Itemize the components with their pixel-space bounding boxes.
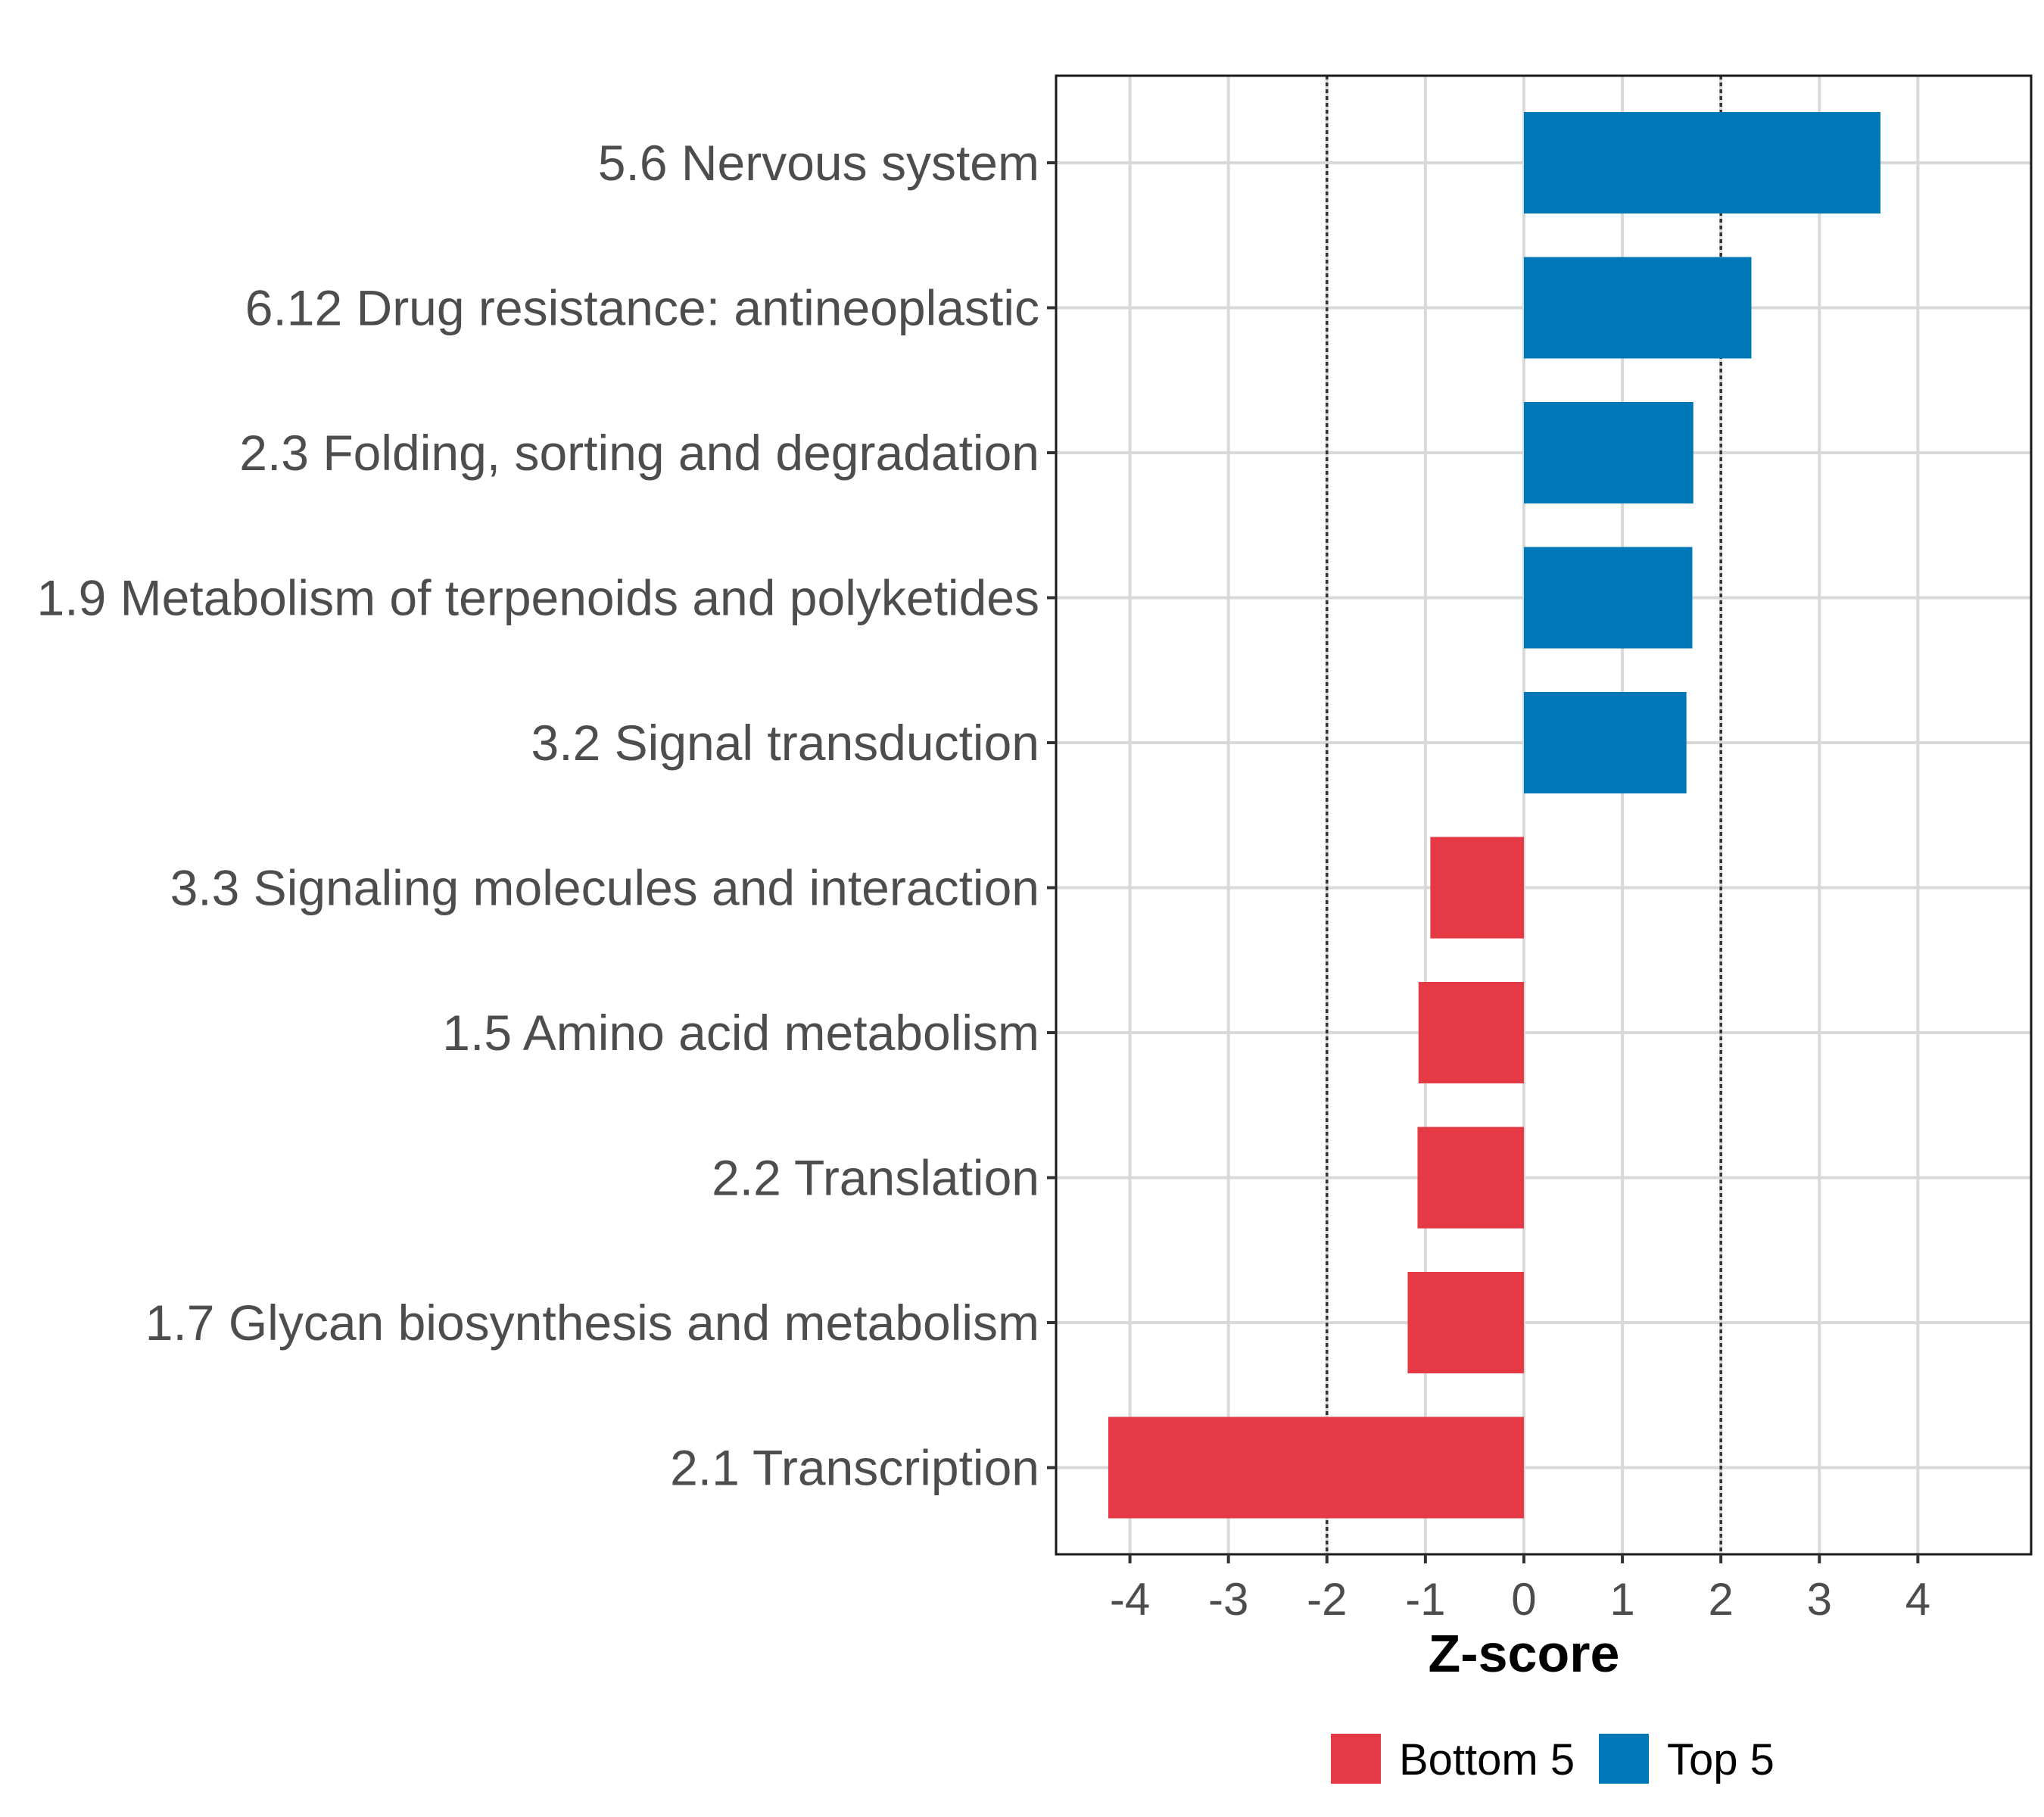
x-tick-label: -4 [1110,1574,1150,1625]
x-ticks: -4 -3 -2 -1 0 1 2 3 4 [1110,1554,1930,1625]
y-ticks: 5.6 Nervous system 6.12 Drug resistance: … [37,135,1056,1496]
x-tick-label: 2 [1708,1574,1733,1625]
bar [1108,1417,1524,1519]
category-label: 2.1 Transcription [670,1440,1039,1496]
bar [1430,837,1524,939]
bar [1407,1272,1524,1373]
x-tick-label: -2 [1307,1574,1347,1625]
legend: Bottom 5 Top 5 [1331,1734,1774,1784]
bar [1523,547,1693,649]
category-label: 6.12 Drug resistance: antineoplastic [245,280,1039,336]
bar [1418,982,1524,1083]
x-tick-label: -1 [1405,1574,1445,1625]
x-tick-label: 1 [1609,1574,1634,1625]
bar [1523,257,1752,359]
category-label: 2.2 Translation [712,1150,1039,1206]
legend-key [1599,1734,1649,1784]
category-label: 1.9 Metabolism of terpenoids and polyket… [37,570,1039,626]
plot-border [1055,74,2033,1556]
bar [1523,112,1880,213]
bar [1523,692,1687,793]
x-tick-label: 4 [1905,1574,1930,1625]
x-tick-label: 3 [1807,1574,1832,1625]
bars [1108,112,1880,1519]
bar [1417,1127,1524,1229]
category-label: 1.7 Glycan biosynthesis and metabolism [145,1295,1039,1351]
category-label: 2.3 Folding, sorting and degradation [239,425,1039,481]
category-label: 5.6 Nervous system [598,135,1039,191]
x-tick-label: 0 [1511,1574,1536,1625]
category-label: 3.2 Signal transduction [531,715,1039,771]
x-axis-title: Z-score [1429,1624,1620,1683]
legend-label: Bottom 5 [1399,1735,1575,1784]
legend-label: Top 5 [1667,1735,1774,1784]
bar [1523,402,1693,503]
x-tick-label: -3 [1208,1574,1248,1625]
legend-key [1331,1734,1381,1784]
category-label: 1.5 Amino acid metabolism [442,1005,1039,1061]
category-label: 3.3 Signaling molecules and interaction [170,860,1039,916]
